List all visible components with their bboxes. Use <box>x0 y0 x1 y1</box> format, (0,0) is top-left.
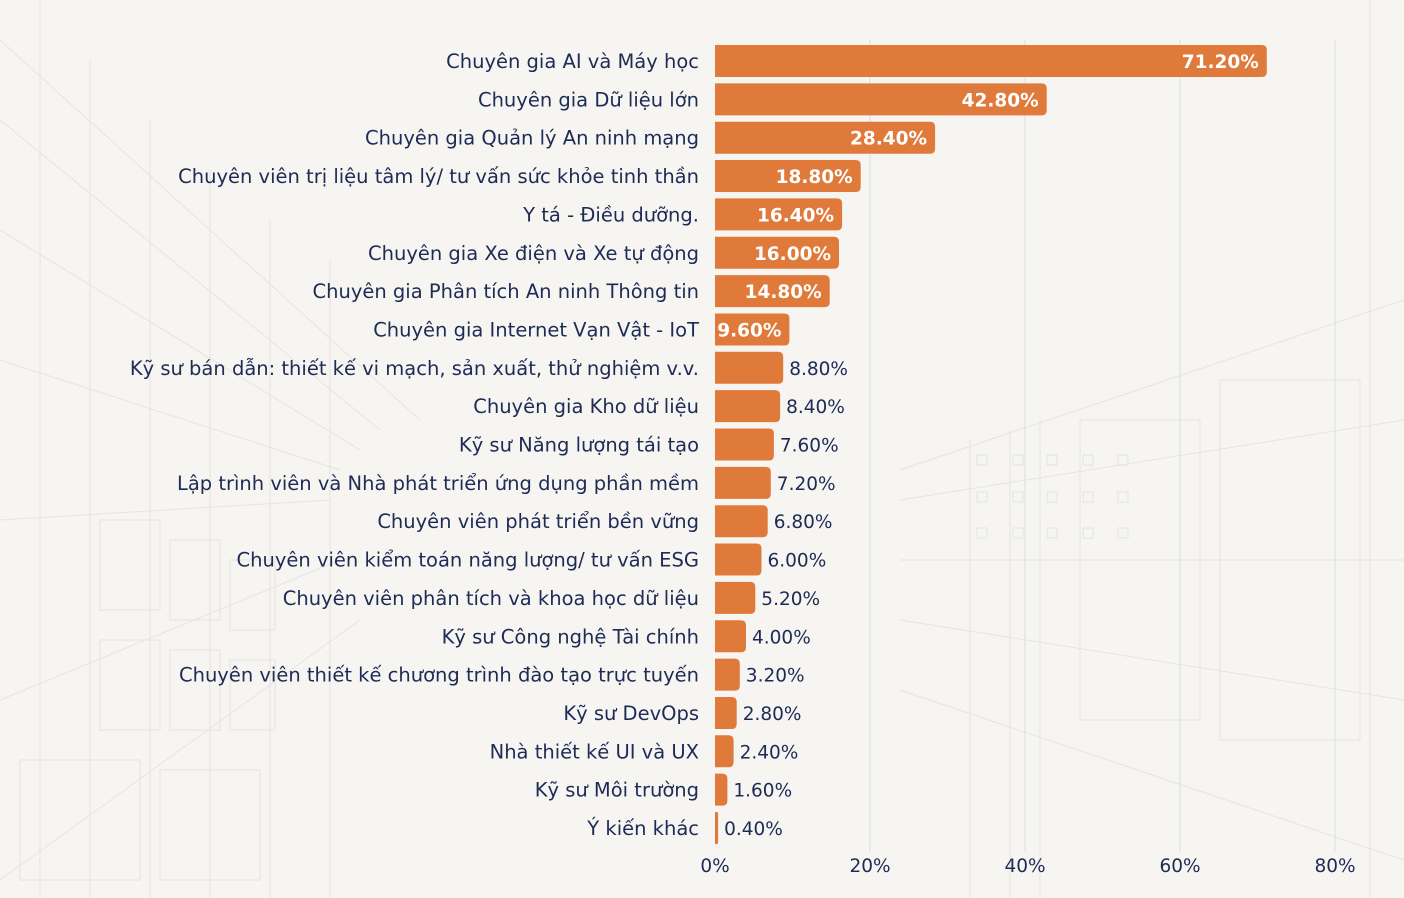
value-label: 28.40% <box>850 129 927 150</box>
category-label: Chuyên viên thiết kế chương trình đào tạ… <box>179 664 699 687</box>
category-label: Chuyên gia Internet Vạn Vật - IoT <box>373 318 699 341</box>
bar <box>715 428 774 461</box>
bar <box>715 236 839 269</box>
bar <box>715 313 790 346</box>
value-label: 0.40% <box>724 819 783 840</box>
bar <box>715 735 734 768</box>
category-label: Chuyên gia Quản lý An ninh mạng <box>365 127 699 150</box>
value-label: 1.60% <box>733 781 792 802</box>
value-label: 6.00% <box>768 551 827 572</box>
value-label: 3.20% <box>746 666 805 687</box>
value-label: 16.40% <box>757 205 834 226</box>
value-label: 7.20% <box>777 474 836 495</box>
value-label: 9.60% <box>717 320 781 341</box>
bar <box>715 160 861 193</box>
category-label: Kỹ sư DevOps <box>563 702 699 725</box>
value-labels: 71.20% 42.80% 28.40% 18.80% 16.40% 16.00% 14.8… <box>717 52 1259 840</box>
value-label: 14.80% <box>745 282 822 303</box>
value-label: 42.80% <box>962 90 1039 111</box>
category-label: Nhà thiết kế UI và UX <box>490 740 699 763</box>
category-label: Chuyên gia Kho dữ liệu <box>473 395 699 418</box>
bar <box>715 505 768 538</box>
x-tick-label: 0% <box>700 856 729 877</box>
value-label: 2.80% <box>743 704 802 725</box>
category-label: Chuyên gia AI và Máy học <box>446 50 699 73</box>
category-label: Ý kiến khác <box>586 817 699 840</box>
x-tick-label: 80% <box>1314 856 1355 877</box>
category-labels: Chuyên gia AI và Máy học Chuyên gia Dữ li… <box>130 50 699 840</box>
bar <box>715 773 728 806</box>
category-label: Chuyên viên kiểm toán năng lượng/ tư vấn… <box>237 549 699 572</box>
value-label: 71.20% <box>1182 52 1259 73</box>
value-label: 5.20% <box>761 589 820 610</box>
bar <box>715 198 843 231</box>
bars <box>715 45 1267 844</box>
gridlines <box>869 40 1336 852</box>
category-label: Kỹ sư Công nghệ Tài chính <box>442 625 699 648</box>
x-tick-label: 20% <box>849 856 890 877</box>
x-tick-label: 40% <box>1004 856 1045 877</box>
bar <box>715 696 737 729</box>
bar <box>715 620 746 653</box>
bar <box>715 812 719 844</box>
category-label: Kỹ sư Môi trường <box>535 779 699 802</box>
value-label: 7.60% <box>780 436 839 457</box>
category-label: Kỹ sư Năng lượng tái tạo <box>459 434 699 457</box>
value-label: 8.80% <box>789 359 848 380</box>
bar <box>715 466 771 499</box>
value-label: 8.40% <box>786 397 845 418</box>
category-label: Y tá - Điều dưỡng. <box>522 203 699 226</box>
category-label: Chuyên viên phân tích và khoa học dữ liệ… <box>283 587 699 610</box>
bar <box>715 543 762 576</box>
category-label: Chuyên gia Phân tích An ninh Thông tin <box>313 280 700 303</box>
category-label: Chuyên viên phát triển bền vững <box>377 510 699 533</box>
bar <box>715 121 936 154</box>
bar <box>715 351 784 384</box>
bar <box>715 581 756 614</box>
value-label: 18.80% <box>776 167 853 188</box>
category-label: Kỹ sư bán dẫn: thiết kế vi mạch, sản xuấ… <box>130 357 699 380</box>
category-label: Lập trình viên và Nhà phát triển ứng dụn… <box>177 472 699 495</box>
x-tick-label: 60% <box>1159 856 1200 877</box>
value-label: 4.00% <box>752 627 811 648</box>
bar <box>715 45 1267 77</box>
value-label: 16.00% <box>754 244 831 265</box>
bar <box>715 658 740 691</box>
value-label: 6.80% <box>774 512 833 533</box>
category-label: Chuyên gia Dữ liệu lớn <box>478 88 699 111</box>
category-label: Chuyên gia Xe điện và Xe tự động <box>368 242 699 265</box>
bar <box>715 275 830 308</box>
bar <box>715 390 781 423</box>
x-axis-tick-labels: 0% 20% 40% 60% 80% <box>700 856 1355 877</box>
bar <box>715 83 1047 116</box>
category-label: Chuyên viên trị liệu tâm lý/ tư vấn sức … <box>178 165 699 188</box>
value-label: 2.40% <box>740 742 799 763</box>
